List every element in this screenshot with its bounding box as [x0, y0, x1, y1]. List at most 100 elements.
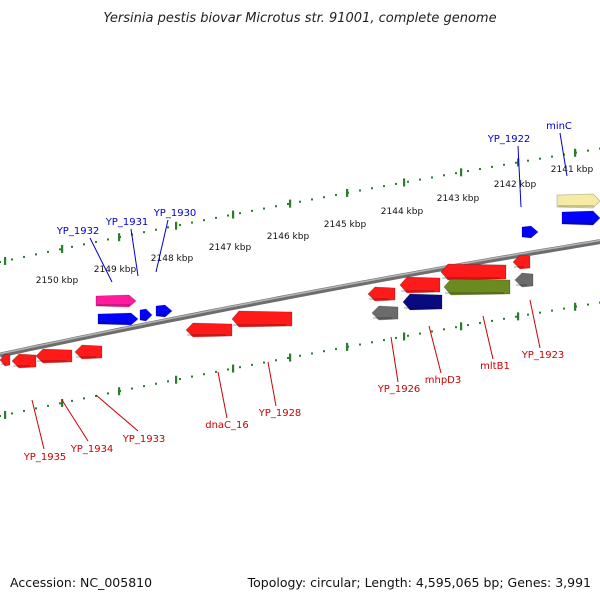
ruler-tick: [118, 233, 121, 242]
gene-arrow-mltb1-shade: [442, 277, 500, 279]
gene-label-yp1922[interactable]: YP_1922: [487, 134, 531, 145]
ruler-dot: [143, 231, 145, 234]
ruler-dot: [155, 228, 157, 231]
gene-label-yp1926[interactable]: YP_1926: [377, 384, 421, 395]
reverse-leader-5: [390, 336, 399, 383]
ruler-dot: [299, 354, 301, 357]
ruler-dot: [299, 200, 301, 203]
gene-arrow-mhpd3b-shade: [404, 307, 436, 309]
ruler-dot: [215, 216, 217, 219]
ruler-dot: [335, 193, 337, 196]
gene-label-yp1930[interactable]: YP_1930: [153, 208, 197, 219]
ruler-tick: [61, 244, 64, 253]
gene-arrow-yp1931: [97, 312, 139, 326]
ruler-dot: [431, 176, 433, 179]
ruler-dot: [0, 261, 1, 263]
inner-ruler: [0, 301, 600, 419]
gene-arrow-minc: [556, 193, 600, 209]
ruler-tick: [118, 387, 121, 396]
forward-leader-3: [517, 145, 522, 208]
tick-label-2149: 2149 kbp: [94, 265, 137, 275]
ruler-dot: [527, 313, 529, 316]
gene-arrow-mhpd3b: [402, 293, 443, 311]
ruler-dot: [383, 185, 385, 188]
gene-arrow-yp1922-shade: [523, 235, 532, 237]
ruler-dot: [143, 385, 145, 388]
gene-label-yp1928[interactable]: YP_1928: [258, 408, 302, 419]
gene-arrow-yp1935a: [0, 353, 11, 367]
ruler-dot: [83, 397, 85, 400]
gene-label-yp1923[interactable]: YP_1923: [521, 350, 565, 361]
ruler-dot: [275, 359, 277, 362]
gene-arrow-yp1931b: [139, 308, 153, 322]
ruler-dot: [47, 404, 49, 407]
ruler-tick: [289, 353, 292, 362]
gene-arrow-yp1928: [231, 310, 293, 328]
ruler-dot: [263, 207, 265, 210]
gene-label-yp1935[interactable]: YP_1935: [23, 452, 67, 463]
ruler-dot: [551, 155, 553, 158]
ruler-tick: [460, 322, 463, 331]
ruler-dot: [131, 387, 133, 390]
gene-arrow-minc-b-shade: [563, 222, 594, 224]
gene-label-yp1934[interactable]: YP_1934: [70, 444, 114, 455]
gene-label-yp1932[interactable]: YP_1932: [56, 226, 100, 237]
ruler-dot: [203, 373, 205, 376]
ruler-tick: [175, 221, 178, 230]
ruler-tick: [403, 332, 406, 341]
ruler-dot: [491, 319, 493, 322]
gene-arrow-yp1930: [155, 304, 173, 318]
ruler-dot: [11, 412, 13, 415]
ruler-dot: [59, 402, 61, 405]
gene-label-yp1931[interactable]: YP_1931: [105, 217, 149, 228]
gene-arrow-yp1933-shade: [76, 356, 96, 358]
ruler-tick: [574, 302, 577, 311]
ruler-tick: [232, 210, 235, 219]
ruler-dot: [539, 311, 541, 314]
reverse-leader-2: [95, 394, 139, 432]
ruler-dot: [407, 334, 409, 337]
ruler-dot: [323, 196, 325, 199]
gene-label-minc[interactable]: minC: [546, 121, 572, 132]
ruler-dot: [455, 172, 457, 175]
gene-label-mltb1[interactable]: mltB1: [480, 361, 510, 372]
reverse-leader-6: [428, 325, 442, 374]
gene-arrow-yp1923-shade: [514, 266, 524, 268]
ruler-dot: [35, 407, 37, 410]
ruler-dot: [251, 363, 253, 366]
ruler-dot: [467, 324, 469, 327]
ruler-dot: [263, 361, 265, 364]
tick-label-2144: 2144 kbp: [381, 207, 424, 217]
backbone-highlight: [0, 239, 600, 355]
tick-label-2143: 2143 kbp: [437, 194, 480, 204]
ruler-dot: [155, 382, 157, 385]
forward-leader-1: [130, 228, 139, 277]
gene-arrow-yp1935-shade: [13, 365, 30, 367]
tick-label-2141: 2141 kbp: [551, 165, 594, 175]
ruler-dot: [323, 350, 325, 353]
ruler-dot: [23, 255, 25, 258]
ruler-group: [0, 147, 600, 419]
ruler-dot: [563, 307, 565, 310]
tick-label-2148: 2148 kbp: [151, 254, 194, 264]
gene-arrow-yp1926b-shade: [373, 317, 392, 319]
gene-arrow-yp1934: [35, 348, 73, 364]
genome-summary-text: Topology: circular; Length: 4,595,065 bp…: [247, 575, 591, 590]
gene-arrow-mhpd3-shade: [401, 290, 434, 292]
reverse-leader-0: [31, 399, 45, 450]
gene-label-yp1933[interactable]: YP_1933: [122, 434, 166, 445]
accession-text: Accession: NC_005810: [10, 575, 152, 590]
ruler-tick: [460, 168, 463, 177]
outer-ruler: [0, 147, 600, 265]
ruler-dot: [71, 399, 73, 402]
ruler-dot: [587, 149, 589, 152]
gene-arrow-yp1926b: [371, 305, 399, 321]
gene-label-dnac16[interactable]: dnaC_16: [205, 420, 249, 431]
ruler-tick: [574, 148, 577, 157]
tick-label-2146: 2146 kbp: [267, 232, 310, 242]
gene-arrow-yp1923: [512, 254, 531, 270]
ruler-dot: [287, 356, 289, 359]
ruler-dot: [251, 209, 253, 212]
gene-label-mhpd3[interactable]: mhpD3: [425, 375, 462, 386]
